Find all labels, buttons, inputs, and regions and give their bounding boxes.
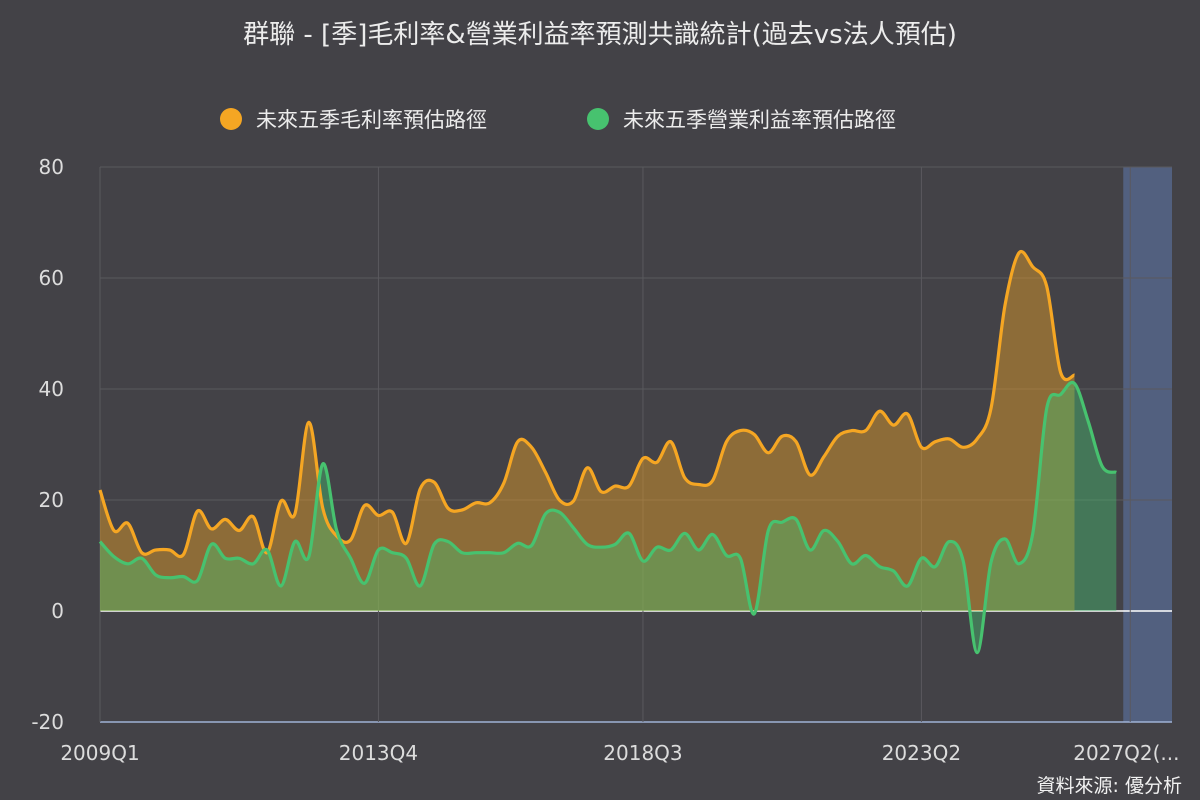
legend-item-gross-margin[interactable]: 未來五季毛利率預估路徑 [220, 104, 487, 134]
y-tick-label: 0 [51, 599, 64, 623]
y-tick-label: 60 [39, 266, 64, 290]
legend-label-operating-margin: 未來五季營業利益率預估路徑 [623, 108, 896, 132]
legend-marker-operating-margin [587, 108, 609, 130]
legend-label-gross-margin: 未來五季毛利率預估路徑 [256, 108, 487, 132]
x-tick-label: 2013Q4 [339, 741, 418, 765]
x-tick-label: 2027Q2(... [1073, 741, 1179, 765]
y-tick-label: -20 [31, 710, 64, 734]
area-operating-margin [100, 382, 1117, 653]
area-gross-margin [100, 251, 1075, 611]
y-tick-label: 40 [39, 377, 64, 401]
y-tick-label: 80 [39, 155, 64, 179]
x-tick-label: 2023Q2 [882, 741, 961, 765]
legend: 未來五季毛利率預估路徑 未來五季營業利益率預估路徑 [0, 104, 1200, 134]
forecast-band [1123, 167, 1172, 722]
x-tick-label: 2009Q1 [60, 741, 139, 765]
series-line-gross-margin [98, 249, 1076, 559]
x-tick-label: 2018Q3 [603, 741, 682, 765]
legend-marker-gross-margin [220, 108, 242, 130]
legend-item-operating-margin[interactable]: 未來五季營業利益率預估路徑 [587, 104, 896, 134]
series-line-operating-margin [98, 380, 1117, 655]
y-tick-label: 20 [39, 488, 64, 512]
chart-title: 群聯 - [季]毛利率&營業利益率預測共識統計(過去vs法人預估) [243, 20, 957, 50]
source-note: 資料來源: 優分析 [1036, 775, 1182, 797]
